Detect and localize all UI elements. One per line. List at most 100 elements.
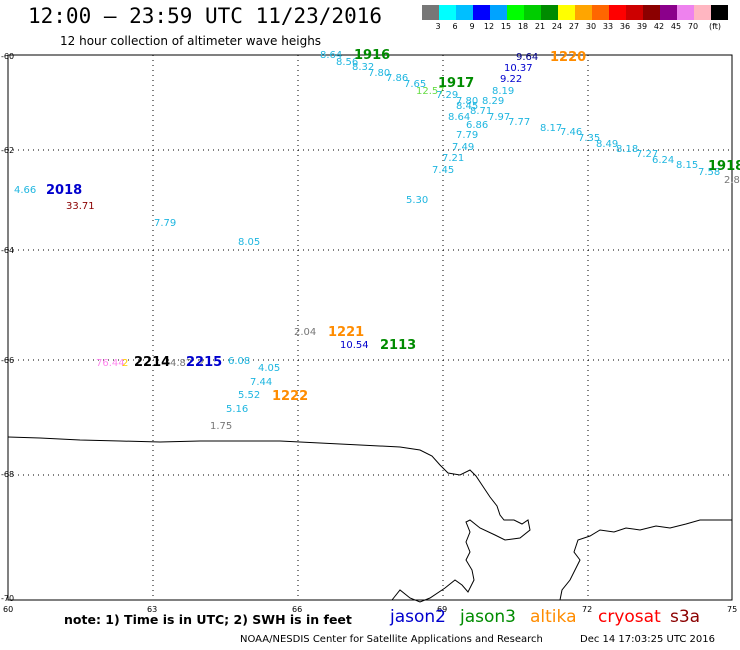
lon-tick-label: 60 [3, 605, 14, 614]
swh-value-label: 7.77 [508, 117, 531, 128]
pass-time-label: 1220 [550, 50, 587, 65]
scale-label: 42 [653, 22, 665, 31]
pass-time-label: 2214 [134, 355, 171, 370]
swh-value-label: 33.71 [66, 201, 95, 212]
scale-label: 30 [585, 22, 597, 31]
scale-swatch [626, 5, 643, 20]
lat-tick-label: -70 [1, 594, 15, 603]
pass-time-label: 1918 [708, 159, 740, 174]
lon-tick-label: 63 [147, 605, 158, 614]
scale-label: 70 [687, 22, 699, 31]
satellite-legend-entry: cryosat [598, 607, 661, 627]
scale-swatch [456, 5, 473, 20]
swh-value-label: 8.05 [238, 237, 261, 248]
scale-label: 39 [636, 22, 648, 31]
swh-value-label: 1.75 [210, 421, 233, 432]
swh-value-label: 5.30 [406, 195, 429, 206]
pass-time-label: 1222 [272, 389, 309, 404]
scale-swatch [558, 5, 575, 20]
scale-swatch [677, 5, 694, 20]
pass-time-label: 2113 [380, 338, 417, 353]
map-border [7, 54, 733, 601]
satellite-legend-entry: s3a [670, 607, 701, 627]
swh-value-label: 8.49 [596, 139, 619, 150]
swh-value-label: 8.15 [676, 160, 699, 171]
swh-value-label: 8.56 [336, 57, 359, 68]
scale-swatch [694, 5, 711, 20]
swh-value-label: 7.35 [578, 133, 601, 144]
swh-value-label: 9.64 [516, 52, 539, 63]
swh-value-label: 4.66 [14, 185, 37, 196]
swh-value-label: 7.80 [456, 96, 479, 107]
scale-label: 3 [435, 22, 441, 31]
swh-value-label: 7.27 [636, 149, 659, 160]
scale-label: 33 [602, 22, 614, 31]
swh-value-label: 4.05 [258, 363, 281, 374]
scale-swatch [609, 5, 626, 20]
scale-label: 45 [670, 22, 682, 31]
scale-label: 18 [517, 22, 529, 31]
swh-value-label: 10.54 [340, 340, 369, 351]
swh-value-label: 8.71 [470, 106, 493, 117]
swh-value-label: 7.49 [452, 142, 475, 153]
swh-value-label: 7.46 [560, 127, 583, 138]
scale-unit: (ft) [708, 22, 722, 31]
scale-swatch [660, 5, 677, 20]
pass-time-label: 1917 [438, 76, 475, 91]
scale-label: 27 [568, 22, 580, 31]
swh-value-label: 12.57 [416, 86, 445, 97]
scale-swatch [541, 5, 558, 20]
swh-value-label: 6.86 [466, 120, 489, 131]
coastline [7, 436, 531, 603]
lon-tick-label: 66 [292, 605, 303, 614]
swh-value-label: 76.44 [96, 358, 125, 369]
lat-tick-label: -68 [1, 470, 15, 479]
swh-value-label: 9.22 [500, 74, 523, 85]
swh-value-label: 2.8 [724, 175, 740, 186]
graticule-grid [8, 55, 732, 600]
swh-value-label: 7.45 [432, 165, 455, 176]
scale-swatch [575, 5, 592, 20]
swh-value-label: 5.16 [226, 404, 249, 415]
swh-value-label: 8.64 [320, 50, 343, 61]
swh-value-label: 7.29 [436, 90, 459, 101]
swh-value-label: 7.86 [386, 73, 409, 84]
satellite-legend-entry: jason2 [390, 607, 446, 627]
swh-value-label: 8.18 [616, 144, 639, 155]
scale-label: 24 [551, 22, 563, 31]
scale-swatch [524, 5, 541, 20]
swh-value-label: 7.97 [488, 112, 511, 123]
swh-value-label: 7.65 [404, 79, 427, 90]
swh-value-label: 4.82 [170, 358, 193, 369]
swh-value-label: 2 [198, 358, 205, 369]
coastline-east [559, 519, 732, 601]
swh-value-label: 7.80 [368, 68, 391, 79]
pass-time-label: 1221 [328, 325, 365, 340]
map-subtitle: 12 hour collection of altimeter wave hei… [60, 34, 322, 48]
scale-swatch [592, 5, 609, 20]
scale-swatch [490, 5, 507, 20]
pass-time-label: 1916 [354, 48, 391, 63]
swh-value-label: 7.44 [250, 377, 273, 388]
swh-value-label: 5.52 [238, 390, 261, 401]
scale-label: 9 [469, 22, 475, 31]
swh-value-label: 8.45 [456, 101, 479, 112]
swh-value-label: 6.24 [652, 155, 675, 166]
map-title: 12:00 – 23:59 UTC 11/23/2016 [28, 4, 383, 28]
swh-value-label: 2.04 [294, 327, 317, 338]
lat-tick-label: -66 [1, 356, 15, 365]
scale-swatch [507, 5, 524, 20]
lat-tick-label: -64 [1, 246, 15, 255]
scale-swatch [643, 5, 660, 20]
swh-value-label: 2 [122, 358, 129, 369]
lon-tick-label: 72 [582, 605, 593, 614]
swh-value-label: 6.08 [228, 356, 251, 367]
scale-label: 21 [534, 22, 546, 31]
scale-swatch [422, 5, 439, 20]
credit-line: NOAA/NESDIS Center for Satellite Applica… [240, 634, 543, 645]
scale-label: 36 [619, 22, 631, 31]
generated-timestamp: Dec 14 17:03:25 UTC 2016 [580, 634, 715, 645]
swh-value-label: 8.64 [448, 112, 471, 123]
